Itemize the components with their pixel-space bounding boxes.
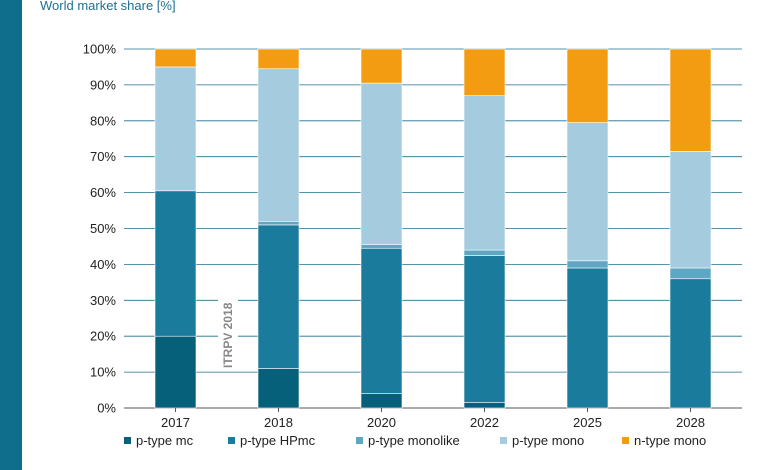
- x-tick-label: 2028: [676, 415, 705, 430]
- y-tick-label: 90%: [90, 77, 116, 92]
- x-tick-label: 2020: [367, 415, 396, 430]
- x-tick-label: 2017: [161, 415, 190, 430]
- legend-swatch: [500, 437, 507, 444]
- legend-label: p-type mc: [136, 433, 194, 448]
- bar-segment: [257, 48, 300, 70]
- bar-segment: [257, 224, 300, 369]
- legend-label: p-type HPmc: [240, 433, 316, 448]
- legend-label: p-type mono: [512, 433, 584, 448]
- bar-segment: [463, 249, 506, 256]
- bar-segment: [360, 247, 403, 394]
- y-tick-label: 50%: [90, 221, 116, 236]
- bar-segment: [257, 368, 300, 409]
- watermark-box: [218, 290, 238, 368]
- bar-segment: [360, 82, 403, 245]
- bar-segment: [463, 255, 506, 403]
- x-tick-label: 2018: [264, 415, 293, 430]
- bar-segment: [154, 335, 197, 409]
- legend-swatch: [124, 437, 131, 444]
- bar-segment: [669, 278, 712, 409]
- bar-segment: [257, 68, 300, 222]
- legend-swatch: [356, 437, 363, 444]
- y-tick-label: 30%: [90, 293, 116, 308]
- watermark-annotation: ITRPV 2018: [221, 302, 235, 368]
- bar-segment: [463, 402, 506, 409]
- bars: [154, 48, 712, 409]
- bar-segment: [154, 48, 197, 68]
- y-tick-label: 70%: [90, 149, 116, 164]
- bar-segment: [360, 393, 403, 409]
- y-tick-label: 60%: [90, 185, 116, 200]
- y-tick-label: 10%: [90, 365, 116, 380]
- x-tick-label: 2022: [470, 415, 499, 430]
- bar-segment: [566, 267, 609, 409]
- legend: p-type mc p-type HPmc p-type monolike p-typ…: [124, 433, 706, 448]
- bar-segment: [669, 151, 712, 269]
- bar-segment: [154, 66, 197, 192]
- y-tick-label: 0%: [97, 401, 116, 416]
- gridlines: [124, 48, 742, 409]
- bar-segment: [463, 95, 506, 251]
- bar-segment: [566, 122, 609, 262]
- y-tick-label: 40%: [90, 257, 116, 272]
- bar-segment: [257, 221, 300, 226]
- x-tick-label: 2025: [573, 415, 602, 430]
- y-tick-label: 100%: [83, 42, 117, 57]
- bar-segment: [566, 48, 609, 123]
- bar-segment: [360, 244, 403, 249]
- bar-segment: [566, 260, 609, 269]
- legend-label: n-type mono: [634, 433, 706, 448]
- bar-segment: [154, 190, 197, 337]
- bar-segment: [360, 48, 403, 84]
- legend-swatch: [228, 437, 235, 444]
- left-accent-bar: [0, 0, 22, 470]
- y-tick-label: 20%: [90, 329, 116, 344]
- legend-swatch: [622, 437, 629, 444]
- bar-segment: [463, 48, 506, 96]
- axis-ticks: 0% 10% 20% 30% 40% 50% 60% 70% 80% 90% 100% 2017 201…: [83, 42, 705, 431]
- bar-segment: [669, 48, 712, 152]
- y-axis-label: World market share [%]: [40, 0, 176, 13]
- legend-label: p-type monolike: [368, 433, 460, 448]
- y-tick-label: 80%: [90, 113, 116, 128]
- bar-segment: [669, 267, 712, 280]
